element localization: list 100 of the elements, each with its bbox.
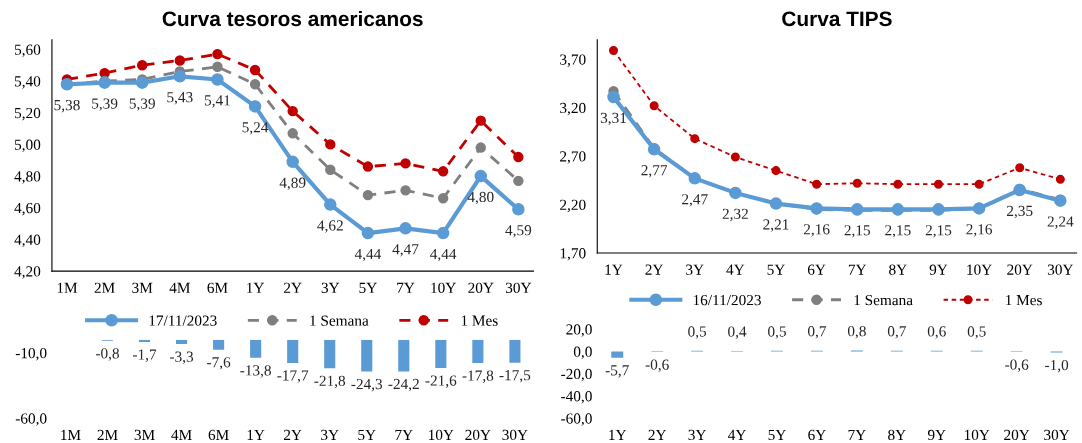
point [475,142,486,153]
y-tick-label: 5,40 [14,76,41,89]
y-tick-label: -40,0 [561,391,592,404]
x-tick-label: 1M [57,282,78,293]
x-tick-label: 10Y [964,429,990,441]
y-tick-label: 2,70 [560,151,586,164]
y-tick-label: 4,40 [14,234,41,248]
point [608,46,619,56]
point [475,115,486,126]
y-tick-label: 20,0 [566,324,592,337]
x-tick-label: 20Y [1004,429,1030,441]
y-tick-label: -60,0 [561,413,592,426]
data-label: 4,80 [467,191,494,205]
data-label: 2,21 [763,219,789,232]
data-label: 0,7 [887,326,906,339]
point [174,55,186,66]
legend-label: 1 Mes [1006,295,1042,306]
point [135,76,149,89]
y-tick-label: 4,80 [14,171,41,184]
point [513,175,524,187]
y-tick-label: 0,0 [573,346,592,360]
x-tick-label: 7Y [395,429,413,440]
x-tick-label: 20Y [465,429,491,441]
y-tick-label: 5,60 [14,44,41,58]
point [893,179,903,189]
x-tick-label: 6Y [807,264,826,275]
x-tick-label: 4M [169,282,190,293]
x-tick-label: 30Y [1047,264,1074,275]
x-tick-label: 1Y [605,264,623,275]
x-tick-label: 2Y [648,429,667,440]
y-tick-label: 1,70 [560,248,586,261]
x-tick-label: 3M [132,282,153,293]
point [400,158,411,169]
legend-label: 1 Semana [310,315,369,326]
point [730,152,740,162]
x-tick-label: 5Y [358,429,376,441]
x-tick-label: 7Y [397,282,415,293]
x-tick-label: 3Y [688,429,707,441]
data-label: 2,32 [722,208,748,222]
point [212,48,223,60]
data-label: -24,2 [388,378,419,392]
x-tick-label: 10Y [967,264,992,275]
x-tick-label: 2Y [284,429,302,440]
data-label: 5,24 [242,122,269,135]
data-label: 5,41 [204,95,230,108]
x-tick-label: 1Y [247,429,265,440]
data-label: 2,16 [966,224,993,237]
x-tick-label: 1M [61,429,81,440]
data-label: -1,7 [133,349,157,362]
data-label: 5,43 [167,92,193,105]
y-tick-label: 4,60 [14,202,41,216]
point [437,193,449,204]
point [607,90,620,104]
x-tick-label: 3Y [686,264,704,275]
data-label: 2,15 [885,225,911,238]
point [362,189,374,201]
legend-label: 17/11/2023 [149,315,217,326]
data-label: 4,62 [317,220,343,233]
x-tick-label: 7Y [848,429,866,440]
y-tick-label: -10,0 [15,347,47,361]
point [513,151,524,163]
data-label: -7,6 [207,357,231,370]
data-label: 0,7 [807,326,827,339]
x-tick-label: 6Y [808,429,826,441]
x-tick-label: 8Y [889,264,907,275]
point [287,105,298,117]
x-tick-label: 2Y [284,282,302,293]
x-tick-label: 1Y [247,282,265,293]
y-tick-label: -60,0 [15,413,47,426]
point [212,61,223,73]
y-tick-label: -20,0 [561,368,592,382]
point [400,185,411,196]
point [1015,163,1025,173]
point [690,134,700,144]
point [211,73,224,86]
y-tick-label: 3,70 [560,54,586,67]
data-label: 2,35 [1007,205,1033,219]
point [512,203,525,216]
x-tick-label: 6M [207,282,228,293]
x-tick-label: 7Y [848,264,867,275]
data-label: 2,77 [641,165,668,178]
x-tick-label: 8Y [888,429,906,441]
data-label: 5,38 [54,99,80,113]
data-label: -0,8 [95,348,119,361]
chart-title: Curva TIPS [782,11,892,27]
x-tick-label: 2M [94,282,115,293]
point [324,198,337,211]
data-label: -17,7 [277,370,309,383]
legend-label: 1 Semana [854,294,913,306]
x-tick-label: 4Y [726,264,745,275]
y-tick-label: 5,00 [14,139,41,153]
point [137,60,148,71]
point [325,139,336,150]
data-label: 4,44 [354,248,382,262]
x-tick-label: 10Y [429,429,454,441]
data-label: -5,7 [605,365,629,378]
data-label: 4,89 [279,177,306,191]
data-label: -17,5 [499,370,531,383]
data-label: -3,3 [170,351,194,364]
data-label: -13,8 [240,365,271,378]
